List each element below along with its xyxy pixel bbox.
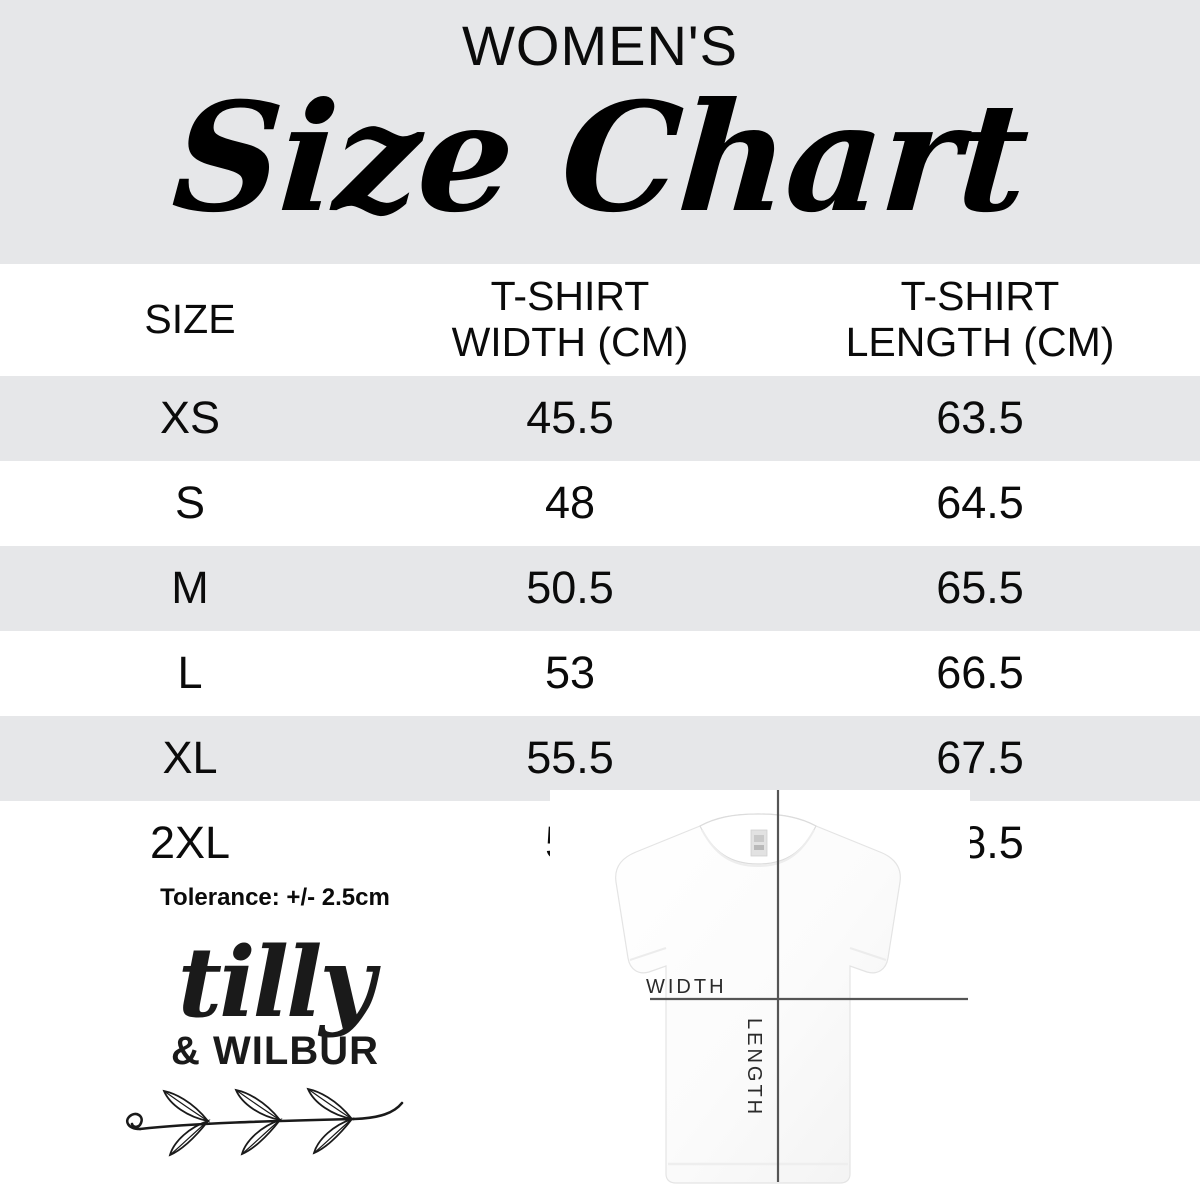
table-row: M 50.5 65.5 [0, 546, 1200, 631]
leaf-vein-1 [163, 1090, 209, 1122]
cell-size: L [177, 647, 203, 699]
tshirt-neck-tag-mark-2 [754, 845, 764, 850]
column-header-length: T-SHIRT LENGTH (CM) [760, 273, 1200, 366]
column-header-width: T-SHIRT WIDTH (CM) [380, 273, 760, 366]
tolerance-note: Tolerance: +/- 2.5cm [160, 884, 390, 911]
cell-width: 48 [544, 477, 596, 529]
leaf-vein-3 [307, 1088, 353, 1120]
cell-size: S [174, 477, 205, 529]
tshirt-neck-tag-mark [754, 835, 764, 842]
table-header-row: SIZE T-SHIRT WIDTH (CM) T-SHIRT LENGTH (… [0, 264, 1200, 376]
tshirt-right-sleeve-hem [849, 947, 887, 961]
branch-stem [138, 1101, 404, 1131]
tshirt-left-sleeve-hem [629, 947, 667, 961]
cell-size: XL [162, 732, 218, 784]
tshirt-icon [615, 790, 968, 1184]
column-header-width-line2: WIDTH (CM) [451, 319, 689, 365]
leaf-vein-6 [313, 1118, 353, 1154]
cell-width: 53 [544, 647, 596, 699]
cell-length: 65.5 [936, 562, 1024, 614]
leaf-vein-4 [169, 1120, 209, 1156]
page-eyebrow: WOMEN'S [462, 14, 738, 77]
branch-curl [126, 1112, 143, 1131]
table-row: L 53 66.5 [0, 631, 1200, 716]
cell-length: 66.5 [936, 647, 1024, 699]
leaf-vein-5 [241, 1119, 281, 1155]
cell-length: 67.5 [936, 732, 1024, 784]
tshirt-measurement-diagram: WIDTH LENGTH [550, 790, 970, 1200]
cell-size: XS [159, 392, 221, 444]
table-row: XL 55.5 67.5 [0, 716, 1200, 801]
cell-length: 63.5 [936, 392, 1024, 444]
page-title: Size Chart [167, 70, 1033, 246]
title-band: WOMEN'S Size Chart [0, 0, 1200, 264]
column-header-size-line1: SIZE [144, 296, 236, 343]
tshirt-neck-tag [750, 829, 768, 857]
column-header-length-line1: T-SHIRT [900, 273, 1060, 320]
column-header-width-line1: T-SHIRT [490, 273, 650, 320]
cell-width: 50.5 [526, 562, 614, 614]
cell-length: 64.5 [936, 477, 1024, 529]
table-row: S 48 64.5 [0, 461, 1200, 546]
brand-logo: tilly & WILBUR [0, 935, 550, 1165]
cell-size: M [171, 562, 209, 614]
table-row: XS 45.5 63.5 [0, 376, 1200, 461]
leaf-branch-icon [126, 1087, 404, 1157]
leaf-vein-2 [235, 1089, 281, 1121]
brand-name-script: tilly [177, 926, 376, 1039]
cell-size: 2XL [149, 817, 231, 869]
length-measure-label: LENGTH [743, 1018, 765, 1118]
width-measure-label: WIDTH [646, 976, 727, 998]
column-header-size: SIZE [0, 296, 380, 343]
brand-name-secondary: & WILBUR [171, 1029, 379, 1073]
tshirt-collar-seam [701, 829, 815, 868]
size-chart-table: SIZE T-SHIRT WIDTH (CM) T-SHIRT LENGTH (… [0, 264, 1200, 886]
cell-width: 45.5 [526, 392, 614, 444]
cell-width: 55.5 [526, 732, 614, 784]
column-header-length-line2: LENGTH (CM) [845, 319, 1115, 365]
